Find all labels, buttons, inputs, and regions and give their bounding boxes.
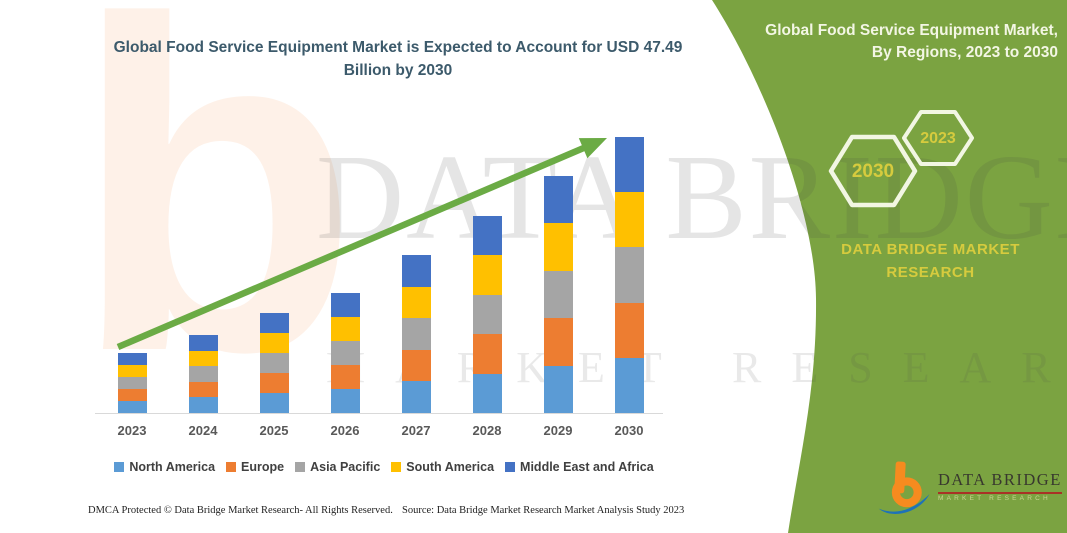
bar-segment-south-america (188, 350, 218, 367)
legend-item-middle-east-and-africa: Middle East and Africa (505, 460, 654, 474)
bar-segment-europe (188, 381, 218, 398)
stacked-bar-2023 (117, 352, 147, 413)
bar-segment-middle-east-and-africa (117, 352, 147, 365)
bar-segment-north-america (259, 393, 289, 413)
bar-segment-europe (614, 302, 644, 358)
bar-segment-europe (259, 373, 289, 394)
bar-segment-asia-pacific (614, 247, 644, 303)
panel-brand-text: DATA BRIDGE MARKET RESEARCH (841, 241, 1020, 282)
bar-segment-europe (330, 365, 360, 390)
bar-segment-south-america (401, 286, 431, 319)
hexagon-2030 (828, 134, 918, 208)
x-axis-line (95, 413, 663, 414)
bar-segment-north-america (401, 381, 431, 413)
x-axis-label-2029: 2029 (543, 423, 573, 438)
legend-swatch-icon (391, 462, 402, 472)
legend-label: Middle East and Africa (520, 460, 654, 474)
stacked-bar-2029 (543, 175, 573, 413)
legend-item-europe: Europe (226, 460, 284, 474)
source-text: Source: Data Bridge Market Research Mark… (402, 505, 685, 516)
logo-tagline-text: MARKET RESEARCH (938, 492, 1062, 502)
hexagon-2030-label: 2030 (851, 161, 895, 182)
legend-label: South America (406, 460, 495, 474)
bar-segment-middle-east-and-africa (401, 255, 431, 287)
stacked-bar-2028 (472, 216, 502, 413)
x-axis-label-2027: 2027 (401, 423, 431, 438)
legend-label: Asia Pacific (310, 460, 381, 474)
bar-segment-south-america (614, 192, 644, 248)
x-axis-label-2028: 2028 (472, 423, 502, 438)
bar-segment-europe (117, 388, 147, 401)
legend-item-south-america: South America (391, 460, 494, 474)
copyright-text: DMCA Protected © Data Bridge Market Rese… (88, 505, 393, 516)
x-axis-label-2030: 2030 (614, 423, 644, 438)
bar-segment-south-america (117, 364, 147, 377)
bar-segment-europe (543, 318, 573, 366)
data-bridge-logo: DATA BRIDGE MARKET RESEARCH (876, 455, 1066, 517)
legend-swatch-icon (114, 462, 125, 472)
bar-segment-asia-pacific (188, 366, 218, 382)
legend-label: North America (129, 460, 216, 474)
side-panel-title: Global Food Service Equipment Market, By… (765, 22, 1058, 62)
bar-segment-south-america (259, 333, 289, 354)
bar-segment-south-america (472, 255, 502, 295)
logo-name-text: DATA BRIDGE (938, 470, 1062, 489)
chart-legend: North America Europe Asia Pacific South Ame… (95, 460, 673, 474)
bar-segment-north-america (188, 397, 218, 413)
bar-segment-asia-pacific (330, 341, 360, 366)
x-axis-label-2023: 2023 (117, 423, 147, 438)
x-axis-label-2025: 2025 (259, 423, 289, 438)
chart-title: Global Food Service Equipment Market is … (113, 39, 683, 80)
bar-segment-asia-pacific (259, 353, 289, 374)
bar-segment-asia-pacific (472, 294, 502, 335)
x-axis-label-2024: 2024 (188, 423, 218, 438)
hexagon-2023 (902, 110, 974, 166)
stacked-bar-2026 (330, 293, 360, 413)
bar-segment-middle-east-and-africa (330, 293, 360, 318)
legend-swatch-icon (295, 462, 306, 472)
bar-segment-north-america (614, 357, 644, 413)
bar-segment-middle-east-and-africa (472, 216, 502, 256)
bar-segment-north-america (472, 373, 502, 413)
stacked-bar-2024 (188, 335, 218, 413)
stacked-bar-2027 (401, 255, 431, 413)
stacked-bar-2030 (614, 137, 644, 413)
legend-item-north-america: North America (114, 460, 215, 474)
bar-segment-middle-east-and-africa (614, 137, 644, 193)
bar-segment-south-america (543, 223, 573, 271)
data-bridge-b-icon (878, 461, 930, 514)
bar-segment-middle-east-and-africa (259, 313, 289, 334)
bar-segment-asia-pacific (401, 318, 431, 350)
bar-segment-asia-pacific (117, 376, 147, 389)
x-axis-label-2026: 2026 (330, 423, 360, 438)
legend-item-asia-pacific: Asia Pacific (295, 460, 380, 474)
bar-segment-europe (472, 334, 502, 374)
bar-segment-middle-east-and-africa (543, 175, 573, 224)
stacked-bar-2025 (259, 313, 289, 413)
bar-segment-asia-pacific (543, 270, 573, 319)
legend-swatch-icon (226, 462, 237, 472)
bar-segment-middle-east-and-africa (188, 335, 218, 351)
hexagon-2023-label: 2023 (920, 130, 956, 147)
bar-segment-south-america (330, 317, 360, 342)
bar-segment-north-america (543, 365, 573, 413)
bar-segment-north-america (330, 389, 360, 413)
legend-swatch-icon (505, 462, 516, 472)
legend-label: Europe (241, 460, 285, 474)
bar-segment-north-america (117, 400, 147, 413)
bar-segment-europe (401, 349, 431, 382)
